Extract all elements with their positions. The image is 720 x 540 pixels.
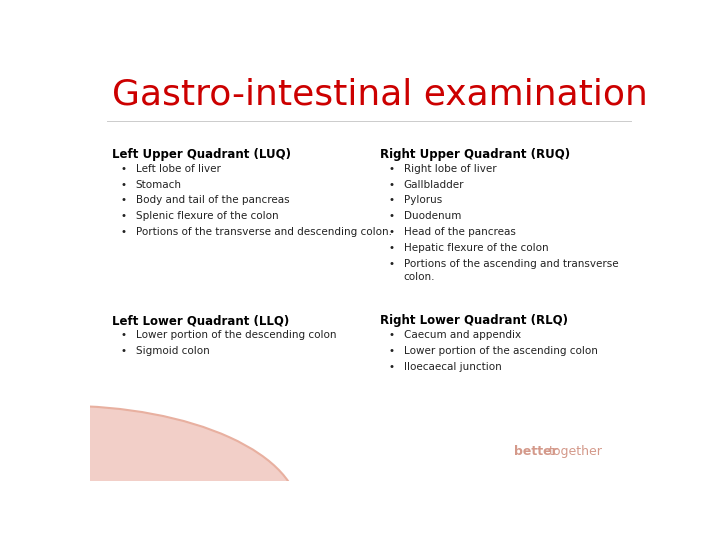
Text: •: • [389, 227, 395, 237]
Text: Sigmoid colon: Sigmoid colon [136, 346, 210, 356]
Text: Lower portion of the descending colon: Lower portion of the descending colon [136, 330, 336, 340]
Text: Gastro-intestinal examination: Gastro-intestinal examination [112, 77, 648, 111]
Ellipse shape [0, 406, 300, 540]
Text: •: • [389, 195, 395, 205]
Text: •: • [389, 259, 395, 268]
Text: •: • [121, 211, 127, 221]
Text: Stomach: Stomach [136, 180, 181, 190]
Text: Caecum and appendix: Caecum and appendix [404, 330, 521, 340]
Text: better: better [514, 445, 558, 458]
Text: Iloecaecal junction: Iloecaecal junction [404, 362, 501, 372]
Text: Right Upper Quadrant (RUQ): Right Upper Quadrant (RUQ) [380, 148, 570, 161]
Text: •: • [389, 243, 395, 253]
Text: •: • [121, 346, 127, 356]
Text: •: • [389, 346, 395, 356]
Text: •: • [121, 227, 127, 237]
Text: Body and tail of the pancreas: Body and tail of the pancreas [136, 195, 289, 205]
Text: •: • [121, 180, 127, 190]
Text: Left lobe of liver: Left lobe of liver [136, 164, 220, 174]
Text: •: • [121, 164, 127, 174]
Text: Portions of the transverse and descending colon.: Portions of the transverse and descendin… [136, 227, 392, 237]
Text: Left Lower Quadrant (LLQ): Left Lower Quadrant (LLQ) [112, 314, 289, 327]
Text: Portions of the ascending and transverse: Portions of the ascending and transverse [404, 259, 618, 268]
Text: Hepatic flexure of the colon: Hepatic flexure of the colon [404, 243, 548, 253]
Text: •: • [121, 330, 127, 340]
Text: Head of the pancreas: Head of the pancreas [404, 227, 516, 237]
Text: •: • [389, 330, 395, 340]
Text: •: • [389, 362, 395, 372]
Text: together: together [549, 445, 603, 458]
Text: •: • [389, 211, 395, 221]
Text: Pylorus: Pylorus [404, 195, 442, 205]
Text: Splenic flexure of the colon: Splenic flexure of the colon [136, 211, 279, 221]
Text: colon.: colon. [404, 272, 435, 282]
Text: Right lobe of liver: Right lobe of liver [404, 164, 496, 174]
Text: Right Lower Quadrant (RLQ): Right Lower Quadrant (RLQ) [380, 314, 568, 327]
Text: Left Upper Quadrant (LUQ): Left Upper Quadrant (LUQ) [112, 148, 292, 161]
Text: Duodenum: Duodenum [404, 211, 461, 221]
Text: Gallbladder: Gallbladder [404, 180, 464, 190]
Text: •: • [389, 180, 395, 190]
Text: Lower portion of the ascending colon: Lower portion of the ascending colon [404, 346, 598, 356]
Text: •: • [121, 195, 127, 205]
Text: •: • [389, 164, 395, 174]
